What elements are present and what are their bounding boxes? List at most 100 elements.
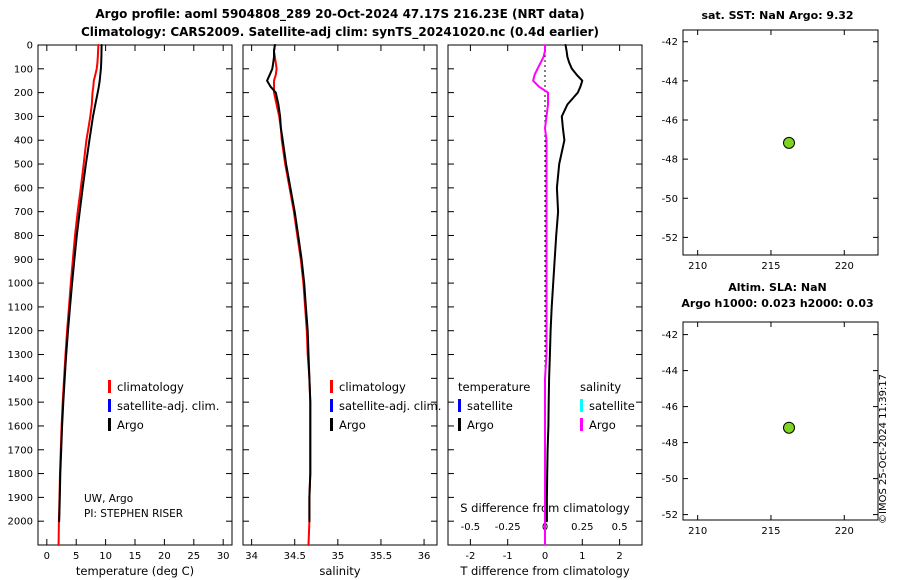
tick-label: 210 xyxy=(688,526,707,537)
copyright-watermark: ©IMOS 25-Oct-2024 11:39:17 xyxy=(878,373,889,524)
sla-map-title-line1: Altim. SLA: NaN xyxy=(728,281,827,294)
figure-title-line1: Argo profile: aoml 5904808_289 20-Oct-20… xyxy=(95,7,585,21)
tick-label: 215 xyxy=(761,526,780,537)
legend-item-argo-sal: Argo xyxy=(580,415,635,434)
tick-label: -2 xyxy=(465,551,475,562)
satellite-temp-line-swatch xyxy=(458,399,461,412)
secondary-tick-label: 0.25 xyxy=(571,522,593,533)
temperature-profile-chart: 0 5 10 15 20 25 300100200300400500600700800900… xyxy=(8,41,233,578)
argo-line xyxy=(266,44,312,523)
x-axis-label: temperature (deg C) xyxy=(76,564,194,578)
tick-label: -44 xyxy=(662,366,678,377)
legend-item-argo: Argo xyxy=(108,415,219,434)
institution-text: UW, Argo xyxy=(84,493,134,505)
tick-label: -50 xyxy=(662,474,678,485)
tick-label: 100 xyxy=(14,64,33,75)
sst-map-title: sat. SST: NaN Argo: 9.32 xyxy=(701,9,854,22)
legend-item-climatology: climatology xyxy=(330,377,441,396)
sla-location-map: 210 215 220 -42 -44 -46 -48 -50 -52 xyxy=(662,321,879,537)
tick-label: 300 xyxy=(14,112,33,123)
argo-line-swatch xyxy=(108,418,111,431)
tick-label: 800 xyxy=(14,231,33,242)
provider-annotation: UW, Argo PI: STEPHEN RISER xyxy=(84,492,183,522)
tick-label: 1700 xyxy=(8,445,33,456)
satellite-adj-clim-line-swatch xyxy=(108,399,111,412)
tick-label: 600 xyxy=(14,183,33,194)
legend-label: climatology xyxy=(339,379,406,394)
tick-label: 1400 xyxy=(8,374,33,385)
tick-label: 20 xyxy=(158,551,171,562)
x-axis-label: salinity xyxy=(319,564,360,578)
axes-box xyxy=(37,44,233,546)
tick-label: 15 xyxy=(129,551,142,562)
tick-label: 220 xyxy=(835,526,854,537)
climatology-line-swatch xyxy=(330,380,333,393)
legend-label: satellite xyxy=(467,398,513,413)
satellite-sal-line-swatch xyxy=(580,399,583,412)
tick-label: 700 xyxy=(14,207,33,218)
tick-label: 1800 xyxy=(8,469,33,480)
tick-label: 1000 xyxy=(8,279,33,290)
argo-sal-line-swatch xyxy=(580,418,583,431)
temperature-panel-legend: climatology satellite-adj. clim. Argo xyxy=(108,377,219,434)
tick-label: 210 xyxy=(688,261,707,272)
tick-label: 0 xyxy=(542,551,548,562)
tick-label: -42 xyxy=(662,37,678,48)
legend-group-header-temperature: temperature xyxy=(458,379,531,394)
salinity-profile-chart: 34 34.5 35 35.5 36 salinity xyxy=(242,44,438,578)
tick-label: 1500 xyxy=(8,398,33,409)
tick-label: -44 xyxy=(662,76,678,87)
climatology-line-swatch xyxy=(108,380,111,393)
tick-label: 1900 xyxy=(8,493,33,504)
tick-label: -52 xyxy=(662,510,678,521)
legend-item-satellite-adj-clim: satellite-adj. clim. xyxy=(330,396,441,415)
secondary-tick-label: -0.25 xyxy=(495,522,521,533)
tick-label: 36 xyxy=(418,551,431,562)
legend-label: Argo xyxy=(117,417,144,432)
tick-label: 900 xyxy=(14,255,33,266)
tick-label: 1300 xyxy=(8,350,33,361)
tick-label: 400 xyxy=(14,136,33,147)
axes-box xyxy=(682,321,879,521)
legend-item-satellite-sal: satellite xyxy=(580,396,635,415)
secondary-tick-label: 0.5 xyxy=(612,522,628,533)
tick-label: 35 xyxy=(331,551,344,562)
legend-item-climatology: climatology xyxy=(108,377,219,396)
legend-group-header-salinity: salinity xyxy=(580,379,622,394)
legend-label: satellite-adj. clim. xyxy=(339,398,442,413)
tick-label: 0 xyxy=(44,551,50,562)
sst-location-map: 210 215 220 -42 -44 -46 -48 -50 -52 xyxy=(662,29,879,272)
tick-label: -50 xyxy=(662,194,678,205)
tick-label: -48 xyxy=(662,438,678,449)
tick-label: -1 xyxy=(503,551,513,562)
tick-label: 34.5 xyxy=(284,551,306,562)
s-diff-argo-line xyxy=(532,44,549,546)
argo-position-marker xyxy=(783,136,795,149)
tick-label: 30 xyxy=(217,551,230,562)
argo-line xyxy=(58,44,103,523)
tick-label: 1600 xyxy=(8,421,33,432)
tick-label: -46 xyxy=(662,402,678,413)
legend-item-satellite-temp: satellite xyxy=(458,396,530,415)
legend-item-satellite-adj-clim: satellite-adj. clim. xyxy=(108,396,219,415)
tick-label: 2 xyxy=(616,551,622,562)
sla-map-title-line2: Argo h1000: 0.023 h2000: 0.03 xyxy=(681,297,874,310)
argo-temp-line-swatch xyxy=(458,418,461,431)
legend-label: Argo xyxy=(467,417,494,432)
axes-box xyxy=(242,44,438,546)
salinity-panel-legend: climatology satellite-adj. clim. Argo xyxy=(330,377,441,434)
tick-label: -48 xyxy=(662,155,678,166)
tick-label: 200 xyxy=(14,88,33,99)
tick-label: 2000 xyxy=(8,517,33,528)
tick-label: 0 xyxy=(27,41,33,52)
tick-label: 10 xyxy=(99,551,112,562)
tick-label: -46 xyxy=(662,116,678,127)
tick-label: -52 xyxy=(662,233,678,244)
tick-label: -42 xyxy=(662,330,678,341)
tick-label: 5 xyxy=(73,551,79,562)
legend-label: Argo xyxy=(589,417,616,432)
pi-text: PI: STEPHEN RISER xyxy=(84,508,184,520)
tick-label: 1 xyxy=(579,551,585,562)
